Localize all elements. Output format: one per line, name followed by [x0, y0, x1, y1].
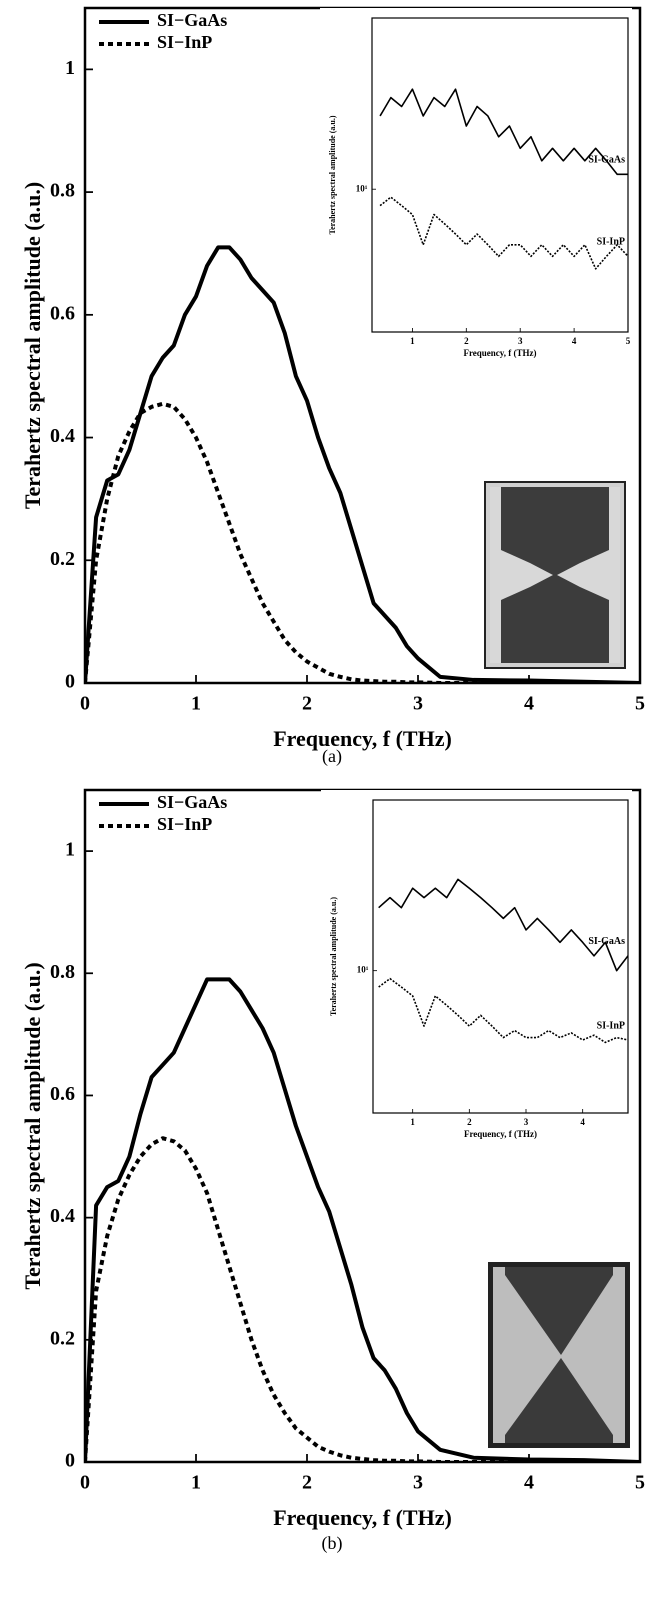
series-label: SI-GaAs	[588, 155, 625, 166]
x-tick-label: 2	[302, 693, 312, 715]
y-tick-label: 0	[65, 671, 75, 693]
series-line	[378, 977, 628, 1044]
axes-frame	[372, 799, 629, 1114]
series-line	[85, 245, 640, 683]
inset-chart: 1 2 3 4 5 10¹ Frequency, f (THz) Terahertz spec…	[320, 8, 632, 372]
y-tick-label: 0.4	[50, 425, 75, 447]
inset-chart: 1 2 3 4 10¹ Frequency, f (THz) Terahertz spect…	[321, 790, 632, 1153]
axes-frame	[371, 17, 629, 333]
device-image-a	[484, 481, 626, 669]
legend-label: SI−GaAs	[157, 10, 227, 30]
series-line	[85, 977, 640, 1462]
x-tick-label: 5	[626, 336, 631, 346]
legend-label: SI−GaAs	[157, 792, 227, 812]
series-label: SI-InP	[597, 237, 625, 248]
plot-area	[85, 245, 640, 683]
y-tick-label: 10¹	[357, 965, 369, 975]
x-tick-label: 4	[524, 693, 534, 715]
x-tick-label: 5	[635, 1472, 645, 1494]
y-tick-label: 0.2	[50, 548, 75, 570]
x-tick-label: 1	[410, 1117, 415, 1127]
plot-area	[378, 878, 628, 1044]
legend-label: SI−InP	[157, 32, 212, 52]
series-line	[85, 1136, 640, 1462]
series-line	[379, 196, 628, 270]
legend-label: SI−InP	[157, 814, 212, 834]
series-line	[378, 878, 628, 972]
y-tick-label: 0.4	[50, 1205, 75, 1227]
main-chart: 0 1 2 3 4 5 0 0.2 0.4 0.6 0.8 1 Frequency, f (THz) Te…	[20, 788, 645, 1554]
x-tick-label: 1	[191, 693, 201, 715]
y-axis-label: Terahertz spectral amplitude (a.u.)	[20, 182, 45, 509]
x-tick-label: 2	[467, 1117, 472, 1127]
caption: (b)	[322, 1533, 343, 1554]
plot-area	[379, 88, 628, 270]
y-tick-label: 1	[65, 839, 75, 861]
x-tick-label: 4	[572, 336, 577, 346]
x-tick-label: 1	[191, 1472, 201, 1494]
x-tick-label: 5	[635, 693, 645, 715]
y-tick-label: 0.8	[50, 961, 75, 983]
y-tick-label: 0.6	[50, 302, 75, 324]
x-tick-label: 3	[413, 1472, 423, 1494]
x-tick-label: 2	[464, 336, 469, 346]
x-tick-label: 4	[524, 1472, 534, 1494]
x-tick-label: 3	[413, 693, 423, 715]
y-tick-label: 1	[65, 57, 75, 79]
series-line	[379, 88, 628, 176]
y-tick-label: 0.8	[50, 180, 75, 202]
device-image-b	[488, 1262, 630, 1448]
x-tick-label: 0	[80, 693, 90, 715]
x-tick-label: 2	[302, 1472, 312, 1494]
x-axis-label: Frequency, f (THz)	[273, 726, 452, 751]
plot-area	[85, 977, 640, 1462]
x-axis-label: Frequency, f (THz)	[463, 348, 536, 358]
x-tick-label: 4	[580, 1117, 585, 1127]
y-axis-label: Terahertz spectral amplitude (a.u.)	[20, 962, 45, 1289]
series-line	[85, 401, 640, 683]
x-axis-label: Frequency, f (THz)	[464, 1129, 537, 1139]
caption: (a)	[322, 746, 342, 767]
y-tick-label: 10¹	[356, 183, 368, 193]
y-axis-label: Terahertz spectral amplitude (a.u.)	[329, 897, 338, 1016]
x-tick-label: 3	[518, 336, 523, 346]
x-tick-label: 0	[80, 1472, 90, 1494]
x-tick-label: 3	[524, 1117, 529, 1127]
series-label: SI-GaAs	[588, 936, 625, 947]
y-tick-label: 0.2	[50, 1327, 75, 1349]
x-tick-label: 1	[410, 336, 415, 346]
y-tick-label: 0	[65, 1450, 75, 1472]
x-axis-label: Frequency, f (THz)	[273, 1505, 452, 1530]
series-label: SI-InP	[597, 1020, 625, 1031]
y-tick-label: 0.6	[50, 1083, 75, 1105]
y-axis-label: Terahertz spectral amplitude (a.u.)	[328, 115, 337, 234]
